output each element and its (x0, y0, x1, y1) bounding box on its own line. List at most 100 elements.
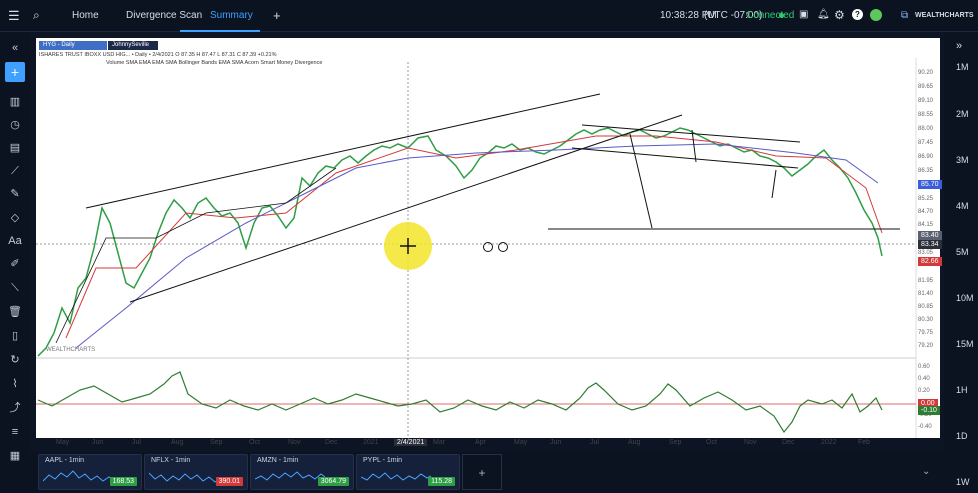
line-chart-icon[interactable]: ⤴ (9, 402, 21, 414)
osc-tick: 0.40 (918, 376, 930, 382)
timeframe-5m[interactable]: 5M (956, 247, 969, 257)
x-tick: Sep (669, 439, 682, 446)
price-tick: 89.65 (918, 84, 934, 90)
price-tick: 85.25 (918, 196, 934, 202)
security-info: ISHARES TRUST IBOXX USD HIG... • Daily •… (39, 52, 277, 58)
drag-handle-1 (483, 242, 493, 252)
pencil-icon[interactable]: ✎ (10, 188, 20, 200)
price-badge-crosshair: 83.40 (918, 231, 942, 240)
trendline-drop-3 (771, 169, 777, 199)
ticker-price: 390.01 (215, 477, 243, 486)
price-chart[interactable]: HYG - Daily JohnnySeville ISHARES TRUST … (36, 38, 942, 438)
add-tab-button[interactable]: + (273, 8, 281, 23)
timeframe-10m[interactable]: 10M (956, 293, 974, 303)
brand-name: WEALTHCHARTS (915, 12, 974, 19)
layout-icon[interactable]: ▦ (9, 450, 21, 462)
chart-type-icon[interactable]: ▥ (9, 96, 21, 108)
brush-icon[interactable]: ✐ (10, 258, 20, 270)
ticker-label: PYPL - 1min (363, 457, 403, 464)
tab-home[interactable]: Home (72, 10, 99, 21)
drag-handle-2 (498, 242, 508, 252)
text-tool-icon[interactable]: Aa (8, 235, 22, 247)
timeframe-4m[interactable]: 4M (956, 201, 969, 211)
watchlist-tile-aapl[interactable]: AAPL - 1min 168.53 (38, 454, 142, 490)
price-tick: 79.75 (918, 330, 934, 336)
price-tick: 88.00 (918, 126, 934, 132)
osc-tick: -0.40 (918, 424, 932, 430)
add-drawing-icon[interactable]: + (5, 62, 25, 82)
price-tick: 86.90 (918, 154, 934, 160)
moving-average-slow (75, 143, 879, 349)
trendline-channel-bottom (571, 147, 799, 169)
shapes-icon[interactable]: ◇ (10, 212, 20, 224)
clipboard-icon[interactable]: ▯ (11, 330, 19, 342)
trendline-upper-wedge (85, 93, 601, 209)
help-icon[interactable]: ? (852, 9, 863, 20)
ticker-label: AAPL - 1min (45, 457, 85, 464)
indicator-legend[interactable]: Volume SMA EMA EMA SMA Bollinger Bands E… (106, 60, 323, 66)
x-tick: Dec (782, 439, 795, 446)
osc-tick: 0.20 (918, 388, 930, 394)
osc-tick: 0.60 (918, 364, 930, 370)
user-tag[interactable]: JohnnySeville (108, 41, 158, 50)
watermark: WEALTHCHARTS (46, 347, 96, 353)
price-tick: 90.20 (918, 70, 934, 76)
bell-icon[interactable]: 🔔︎ (817, 9, 830, 20)
indicator-icon[interactable]: ⌇ (12, 378, 18, 390)
top-bar: ☰ ⌕ Home Divergence Scan Summary + 10:38… (0, 0, 978, 32)
timeframe-2m[interactable]: 2M (956, 109, 969, 119)
x-tick: Aug (628, 439, 641, 446)
clock-icon[interactable]: ◷ (10, 119, 20, 131)
price-badge-ma: 85.70 (918, 180, 942, 189)
trendline-icon[interactable]: ⟋ (11, 165, 19, 177)
timeframe-panel: » 1M 2M 3M 4M 5M 10M 15M 1H 1D 1W (944, 32, 978, 493)
trendline-drop-2 (691, 129, 697, 163)
timeframe-1m[interactable]: 1M (956, 62, 969, 72)
watchlist-tile-pypl[interactable]: PYPL - 1min 115.28 (356, 454, 460, 490)
ruler-icon[interactable]: ⟍ (11, 282, 19, 294)
chart-canvas[interactable] (36, 38, 940, 438)
price-tick: 89.10 (918, 98, 934, 104)
save-icon[interactable]: ▣ (799, 9, 809, 20)
calendar-icon[interactable]: ▤ (9, 142, 21, 154)
ticker-price: 3064.79 (317, 477, 349, 486)
price-tick: 84.70 (918, 209, 934, 215)
timeframe-3m[interactable]: 3M (956, 155, 969, 165)
x-tick: Sep (210, 439, 223, 446)
ticker-price: 115.28 (428, 477, 455, 486)
price-candles (37, 127, 883, 357)
timeframe-1d[interactable]: 1D (956, 431, 968, 441)
trash-icon[interactable]: 🗑︎ (8, 306, 22, 318)
timeframe-1w[interactable]: 1W (956, 477, 970, 487)
menu-icon[interactable]: ☰ (8, 8, 20, 23)
drawing-toolbar: « + ▥ ◷ ▤ ⟋ ✎ ◇ Aa ✐ ⟍ 🗑︎ ▯ ↻ ⌇ ⤴ ≡ ▦ (0, 32, 30, 493)
search-icon[interactable]: ⌕ (33, 8, 40, 22)
symbol-tag[interactable]: HYG - Daily (39, 41, 107, 50)
tab-summary[interactable]: Summary (210, 10, 253, 21)
trendline-channel-top (581, 124, 801, 143)
collapse-left-icon[interactable]: « (11, 42, 19, 54)
x-tick: Aug (171, 439, 184, 446)
add-watchlist-button[interactable]: + (462, 454, 502, 490)
timeframe-1h[interactable]: 1H (956, 385, 968, 395)
timezone[interactable]: (UTC -07:00) (704, 10, 763, 21)
watchlist-tile-amzn[interactable]: AMZN - 1min 3064.79 (250, 454, 354, 490)
watchlist-tile-nflx[interactable]: NFLX - 1min 390.01 (144, 454, 248, 490)
collapse-right-icon[interactable]: » (956, 40, 963, 52)
x-tick: Nov (288, 439, 301, 446)
tab-divergence-scan[interactable]: Divergence Scan (126, 10, 203, 21)
timeframe-15m[interactable]: 15M (956, 339, 974, 349)
x-tick: Jun (92, 439, 104, 446)
gear-icon[interactable]: ⚙ (834, 8, 845, 22)
oscillator-line (37, 371, 883, 434)
list-icon[interactable]: ≡ (11, 426, 19, 438)
avatar[interactable] (870, 9, 882, 21)
sparkline (255, 471, 325, 481)
x-tick: Apr (475, 439, 486, 446)
brand-logo-icon: ⧉ (901, 10, 909, 21)
price-tick: 81.95 (918, 278, 934, 284)
collapse-bottom-icon[interactable]: ⌄ (922, 466, 931, 477)
watchlist-bar: AAPL - 1min 168.53 NFLX - 1min 390.01 AM… (30, 452, 944, 493)
refresh-icon[interactable]: ↻ (10, 354, 20, 366)
price-tick: 81.40 (918, 291, 934, 297)
